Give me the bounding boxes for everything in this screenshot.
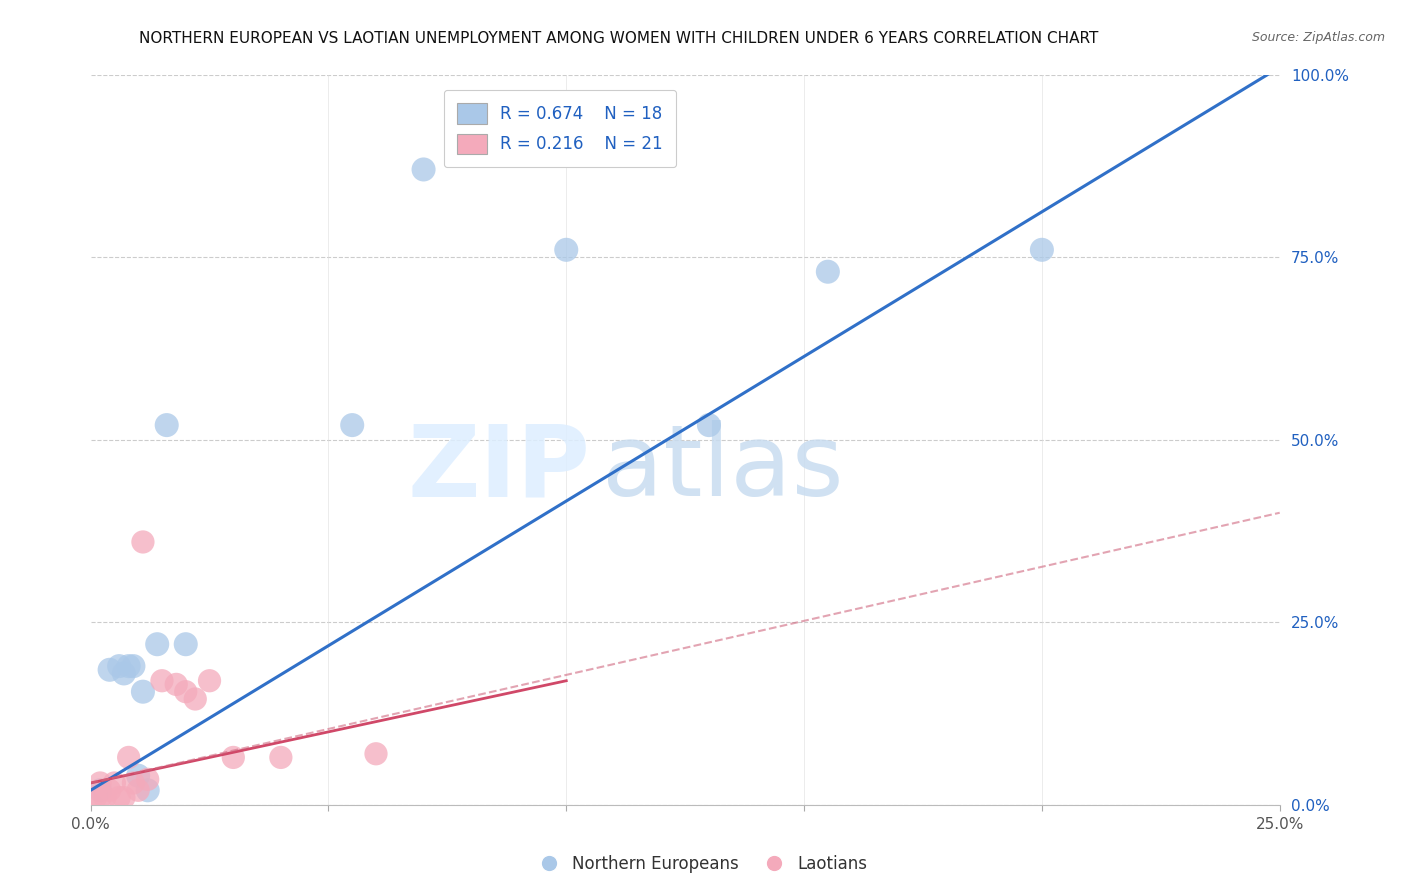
Point <box>98 783 121 797</box>
Point <box>89 790 111 805</box>
Point <box>270 750 292 764</box>
Point <box>136 772 159 787</box>
Point <box>94 790 117 805</box>
Point <box>174 684 197 698</box>
Point <box>89 776 111 790</box>
Point <box>184 692 207 706</box>
Point <box>127 769 149 783</box>
Point <box>118 750 141 764</box>
Point <box>127 783 149 797</box>
Point <box>174 637 197 651</box>
Point <box>697 418 720 433</box>
Point <box>342 418 364 433</box>
Text: Source: ZipAtlas.com: Source: ZipAtlas.com <box>1251 31 1385 45</box>
Legend: R = 0.674    N = 18, R = 0.216    N = 21: R = 0.674 N = 18, R = 0.216 N = 21 <box>444 90 676 168</box>
Point <box>132 684 155 698</box>
Point <box>150 673 173 688</box>
Point <box>364 747 387 761</box>
Text: NORTHERN EUROPEAN VS LAOTIAN UNEMPLOYMENT AMONG WOMEN WITH CHILDREN UNDER 6 YEAR: NORTHERN EUROPEAN VS LAOTIAN UNEMPLOYMEN… <box>139 31 1098 46</box>
Point <box>165 677 187 691</box>
Point <box>132 535 155 549</box>
Point <box>98 663 121 677</box>
Point <box>84 790 107 805</box>
Text: atlas: atlas <box>602 420 844 517</box>
Point <box>108 659 131 673</box>
Text: ZIP: ZIP <box>408 420 591 517</box>
Point <box>112 666 135 681</box>
Point <box>112 790 135 805</box>
Point <box>146 637 169 651</box>
Point <box>108 790 131 805</box>
Point <box>156 418 179 433</box>
Point <box>122 659 145 673</box>
Point <box>136 783 159 797</box>
Point <box>103 776 125 790</box>
Point <box>412 162 434 177</box>
Point <box>89 783 111 797</box>
Point <box>1031 243 1053 257</box>
Point <box>817 265 839 279</box>
Point <box>118 659 141 673</box>
Point <box>222 750 245 764</box>
Point <box>198 673 221 688</box>
Point <box>122 776 145 790</box>
Legend: Northern Europeans, Laotians: Northern Europeans, Laotians <box>531 848 875 880</box>
Point <box>555 243 578 257</box>
